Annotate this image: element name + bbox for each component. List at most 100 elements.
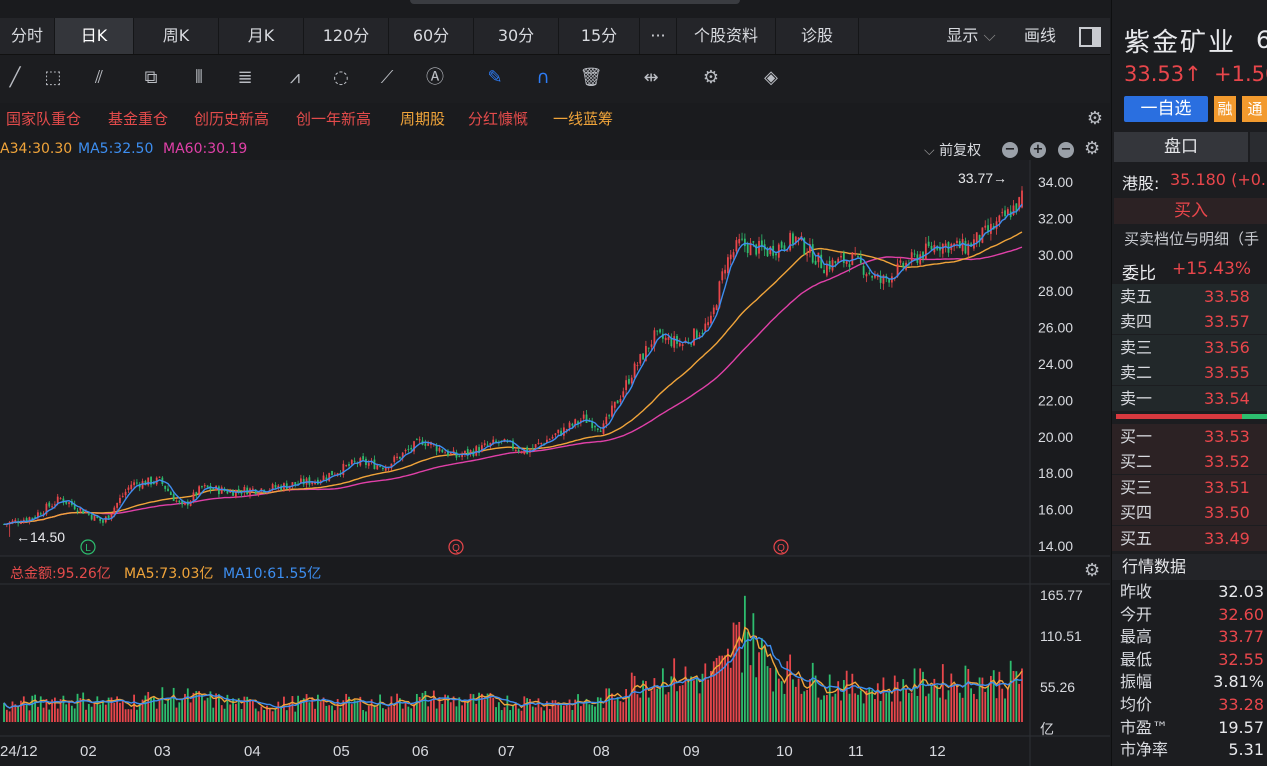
tab-monthly-k[interactable]: 月K: [219, 18, 304, 54]
zoom-in-icon[interactable]: +: [1030, 142, 1046, 158]
tag-all-time-high[interactable]: 创历史新高: [194, 110, 270, 128]
candle-body: [367, 463, 370, 466]
candle-body: [611, 405, 613, 417]
candle-body: [534, 444, 537, 448]
buy-in-button[interactable]: 买入: [1114, 198, 1267, 224]
volume-bar: [690, 676, 693, 722]
channel-tool-icon[interactable]: ⧉: [144, 67, 158, 88]
volume-bar: [721, 655, 724, 722]
volume-bar: [958, 692, 961, 722]
tab-pankou[interactable]: 盘口: [1114, 132, 1248, 162]
draw-line-button[interactable]: 画线: [1023, 26, 1056, 45]
tab-15min[interactable]: 15分: [559, 18, 640, 54]
candle-body: [540, 442, 543, 445]
tab-stock-profile[interactable]: 个股资料: [677, 18, 776, 54]
ma5-path: [3, 203, 1023, 525]
volume-bar: [119, 702, 121, 722]
add-watchlist-button[interactable]: 一自选: [1124, 96, 1208, 122]
candle-body: [613, 401, 616, 408]
tab-30min[interactable]: 30分: [474, 18, 559, 54]
month-label: 04: [244, 743, 261, 760]
candle-body: [1001, 212, 1004, 214]
volume-bar: [73, 708, 76, 722]
volume-bar: [68, 700, 70, 722]
candle-body: [591, 421, 594, 429]
panel-toggle-icon[interactable]: [1074, 18, 1106, 54]
tag-cyclical[interactable]: 周期股: [400, 110, 446, 128]
rectangle-tool-icon[interactable]: ⬚: [44, 67, 62, 88]
quote-item-value: 32.60: [1218, 604, 1264, 624]
volume-bar: [944, 699, 947, 722]
volume-bar: [596, 697, 599, 722]
month-label: 09: [683, 743, 700, 760]
tags-settings-gear-icon[interactable]: ⚙: [1086, 108, 1104, 129]
candle-body: [413, 441, 415, 452]
collapse-icon[interactable]: −: [1058, 142, 1074, 158]
line-tool-icon[interactable]: ╱: [9, 67, 21, 88]
tab-diagnose[interactable]: 诊股: [776, 18, 859, 54]
candle-body: [79, 507, 82, 511]
adjust-dropdown[interactable]: ⌵ 前复权: [924, 140, 981, 160]
tag-dividend[interactable]: 分红慷慨: [468, 110, 529, 128]
tab-next[interactable]: [1250, 132, 1267, 162]
candle-body: [794, 236, 797, 243]
volume-bar: [611, 693, 613, 722]
tab-weekly-k[interactable]: 周K: [134, 18, 219, 54]
tag-blue-chip[interactable]: 一线蓝筹: [553, 110, 614, 128]
window-handle: [410, 0, 740, 4]
text-annotation-icon[interactable]: Ⓐ: [426, 67, 444, 88]
tag-national-team[interactable]: 国家队重仓: [6, 110, 82, 128]
fibonacci-tool-icon[interactable]: ≣: [237, 67, 253, 88]
volume-bar: [56, 708, 59, 722]
candle-body: [673, 336, 676, 348]
volume-bar: [599, 697, 602, 722]
volume-bar: [365, 711, 367, 722]
volume-bar: [710, 671, 712, 722]
volume-bar: [85, 709, 87, 722]
zoom-out-icon[interactable]: −: [1002, 142, 1018, 158]
volume-bar: [732, 622, 735, 722]
volume-settings-gear-icon[interactable]: ⚙: [1084, 560, 1101, 581]
layers-icon[interactable]: ◈: [764, 67, 778, 88]
tab-60min[interactable]: 60分: [389, 18, 474, 54]
more-periods-button[interactable]: ···: [640, 18, 677, 54]
volume-bar: [806, 689, 808, 722]
volume-bar: [786, 661, 789, 722]
candle-body: [495, 440, 497, 442]
tag-fund-heavy[interactable]: 基金重仓: [108, 110, 169, 128]
volume-bar: [201, 694, 203, 722]
settings-gear-icon[interactable]: ⚙: [702, 67, 720, 88]
volume-bar: [288, 702, 291, 722]
period-lines-icon[interactable]: ⦀: [195, 67, 203, 88]
wave-tool-icon[interactable]: ⩘: [289, 67, 301, 88]
candle-body: [404, 449, 407, 452]
volume-bar: [970, 688, 972, 722]
tab-120min[interactable]: 120分: [304, 18, 389, 54]
volume-bar: [602, 707, 605, 722]
magnet-icon[interactable]: ∩: [536, 67, 550, 88]
tag-year-high[interactable]: 创一年新高: [296, 110, 372, 128]
candle-body: [444, 452, 447, 454]
volume-bar: [336, 699, 339, 722]
tab-daily-k[interactable]: 日K: [55, 18, 134, 54]
candle-body: [195, 492, 198, 496]
price-tick-label: 28.00: [1038, 283, 1073, 299]
trash-icon[interactable]: 🗑: [579, 67, 603, 88]
hk-label: 港股:: [1122, 174, 1160, 193]
tab-intraday[interactable]: 分时: [0, 18, 55, 54]
volume-bar: [28, 710, 31, 722]
move-tool-icon[interactable]: ⇹: [643, 67, 659, 88]
volume-bar: [415, 693, 418, 722]
candle-body: [302, 478, 305, 485]
candle-body: [251, 488, 254, 490]
volume-bar: [367, 706, 370, 722]
cycle-tool-icon[interactable]: ◌: [333, 67, 349, 88]
chart-settings-gear-icon[interactable]: ⚙: [1084, 138, 1101, 159]
gann-tool-icon[interactable]: ⟋: [380, 67, 394, 88]
kline-chart[interactable]: 34.00 32.00 30.00 28.00 26.00 24.00 22.00 20.00…: [0, 160, 1110, 766]
pen-icon[interactable]: ✎: [487, 67, 503, 88]
fan-tool-icon[interactable]: ⫽: [94, 67, 104, 88]
volume-bar: [500, 710, 503, 722]
volume-bar: [964, 665, 967, 722]
display-dropdown[interactable]: 显示 ⌵: [932, 18, 1010, 54]
